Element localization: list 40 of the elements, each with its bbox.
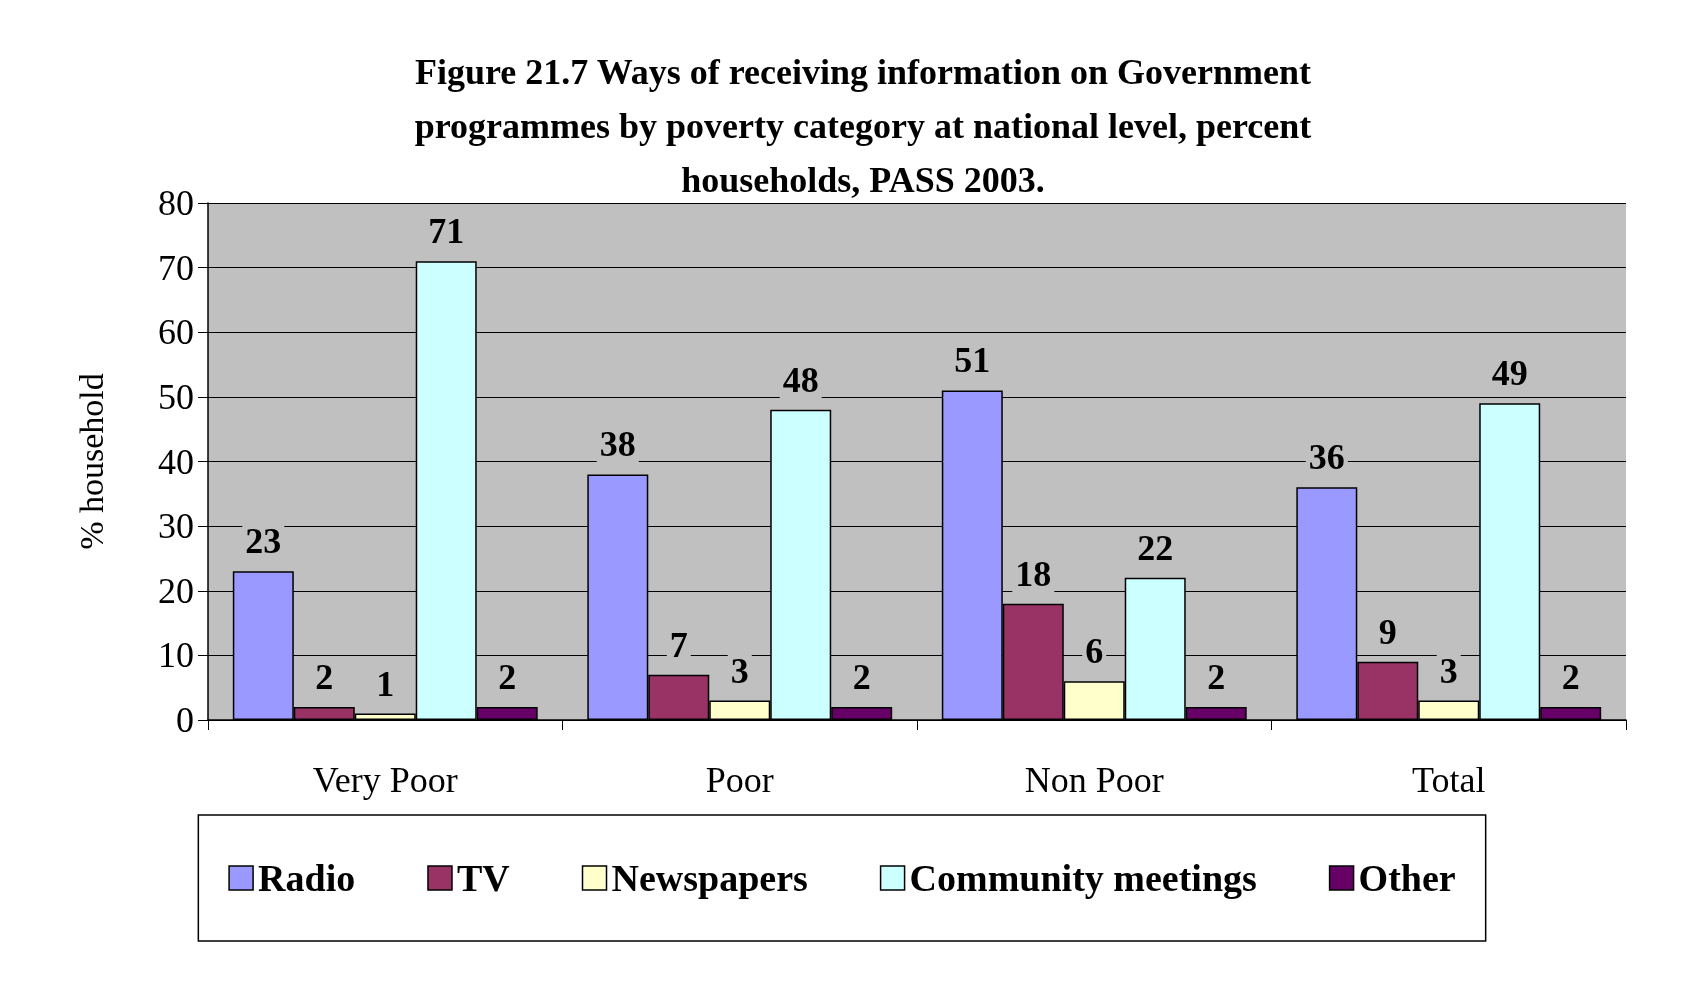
x-tick-label: Total — [1412, 760, 1486, 800]
y-tick-label: 10 — [158, 635, 194, 676]
data-label: 18 — [1015, 553, 1052, 594]
y-tick-label: 20 — [158, 570, 194, 611]
y-tick-label: 0 — [176, 700, 194, 740]
y-tick-label: 70 — [158, 247, 194, 288]
y-tick-label: 80 — [158, 183, 194, 223]
y-tick-label: 30 — [158, 506, 194, 547]
data-label: 36 — [1308, 437, 1345, 478]
data-label: 1 — [376, 663, 395, 704]
y-axis-title: % household — [72, 373, 110, 550]
data-label: 71 — [428, 211, 465, 252]
y-tick-label: 40 — [158, 441, 194, 482]
data-label: 2 — [315, 657, 334, 698]
x-tick-label: Non Poor — [1024, 760, 1164, 800]
legend-label: Other — [1358, 857, 1456, 899]
data-label: 23 — [245, 521, 282, 562]
data-label: 3 — [730, 650, 749, 691]
legend-label: TV — [456, 857, 511, 899]
x-tick-label: Very Poor — [312, 760, 458, 800]
data-label: 51 — [954, 340, 991, 381]
data-label: 9 — [1378, 611, 1397, 652]
data-label: 2 — [1561, 657, 1580, 698]
legend-label: Community meetings — [909, 857, 1257, 899]
y-tick-label: 60 — [158, 312, 194, 353]
legend-label: Radio — [258, 857, 356, 899]
x-tick-label: Poor — [705, 760, 774, 800]
y-tick-label: 50 — [158, 376, 194, 417]
data-label: 22 — [1137, 527, 1174, 568]
data-label: 49 — [1491, 353, 1528, 394]
data-label: 48 — [782, 359, 819, 400]
data-label: 2 — [852, 657, 871, 698]
data-label: 3 — [1439, 650, 1458, 691]
data-label: 38 — [599, 424, 636, 465]
data-label: 7 — [669, 624, 688, 665]
data-label: 6 — [1085, 631, 1104, 672]
data-label: 2 — [1207, 657, 1226, 698]
chart-title: Figure 21.7 Ways of receiving information on Government programmes by poverty category at national level, percent households, PASS 2003. — [414, 52, 1312, 200]
legend-label: Newspapers — [611, 857, 808, 899]
data-label: 2 — [498, 657, 517, 698]
